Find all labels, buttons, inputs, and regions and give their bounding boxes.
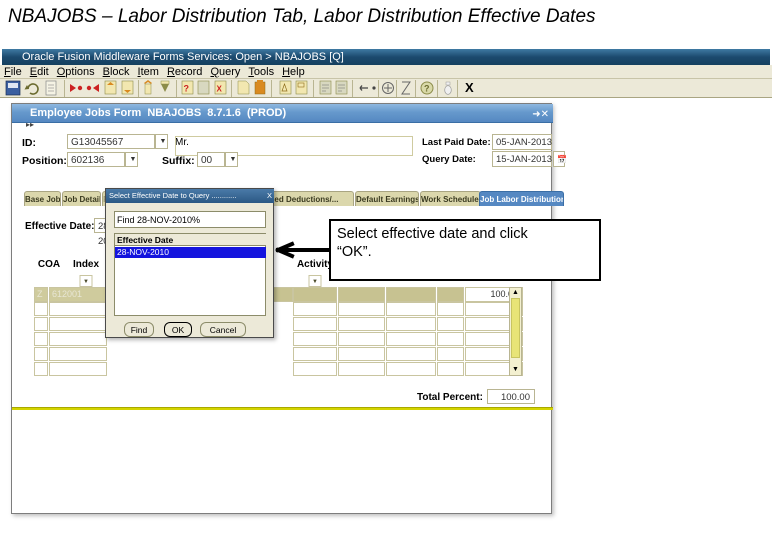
svg-text:?: ? bbox=[424, 84, 430, 94]
